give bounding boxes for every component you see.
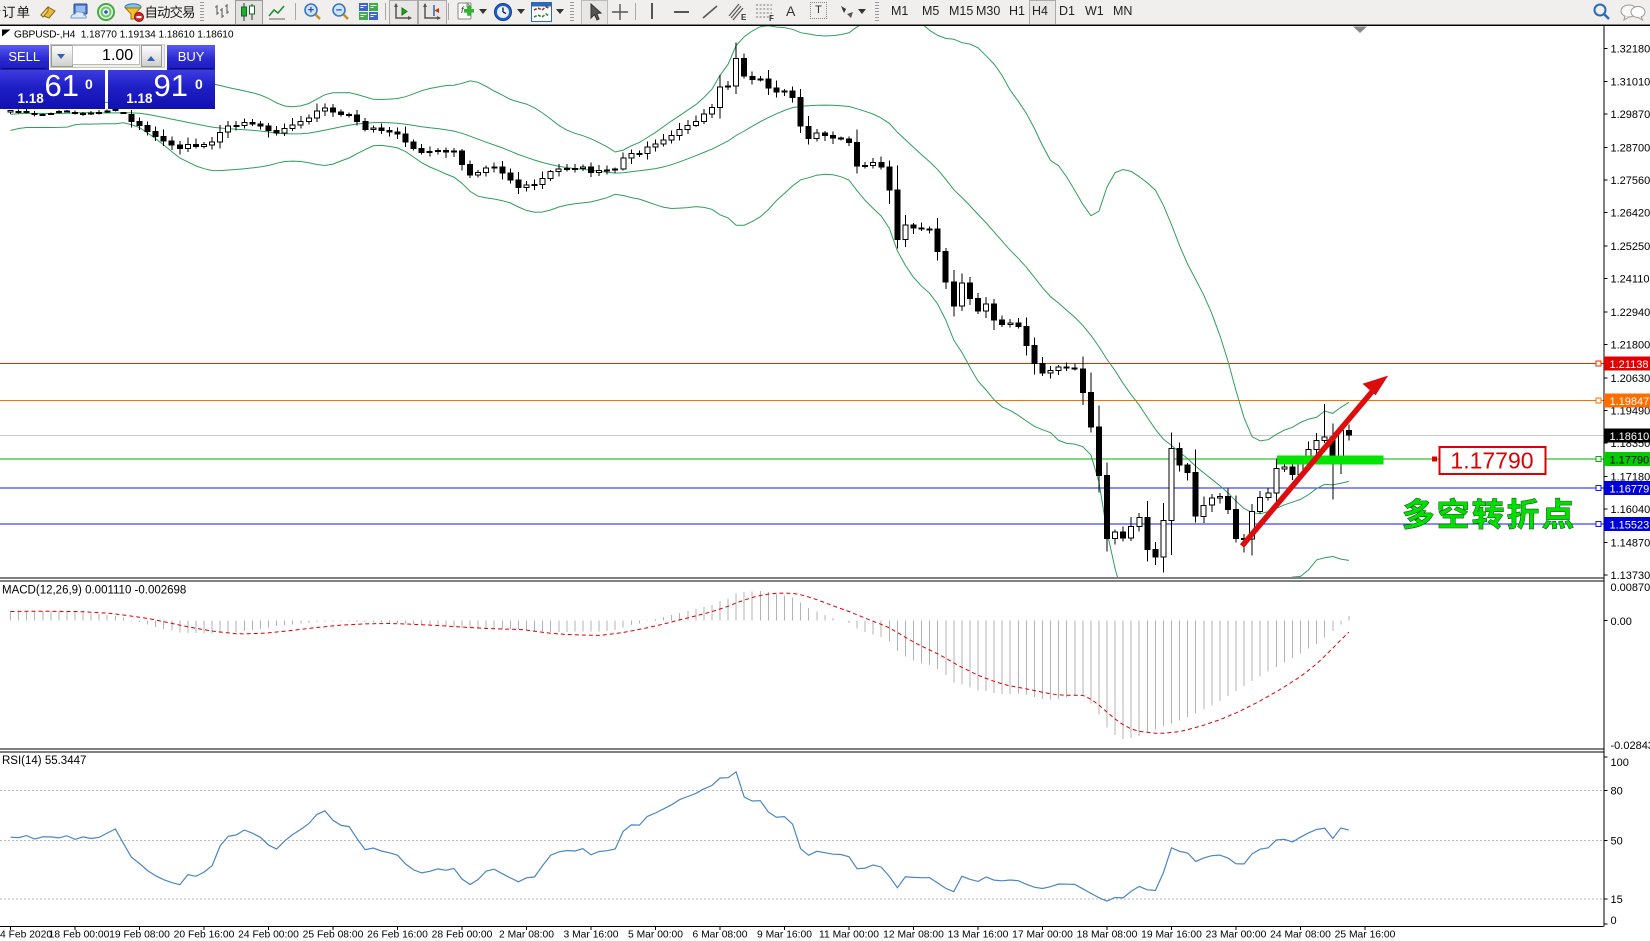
svg-text:0.00: 0.00 [1611, 616, 1632, 628]
svg-text:1.27560: 1.27560 [1611, 175, 1650, 187]
svg-text:1.20630: 1.20630 [1611, 373, 1650, 385]
svg-text:24 Mar 08:00: 24 Mar 08:00 [1270, 930, 1331, 941]
svg-text:RSI(14) 55.3447: RSI(14) 55.3447 [2, 755, 86, 767]
svg-text:1.24110: 1.24110 [1611, 274, 1650, 286]
svg-text:100: 100 [1611, 757, 1629, 769]
svg-text:15: 15 [1611, 894, 1623, 906]
svg-text:−: − [336, 5, 342, 17]
svg-text:1.14870: 1.14870 [1611, 538, 1650, 550]
svg-text:1.28700: 1.28700 [1611, 143, 1650, 155]
svg-text:-0.028436: -0.028436 [1611, 740, 1650, 752]
svg-text:1.17790: 1.17790 [1610, 455, 1650, 467]
svg-text:3 Mar 16:00: 3 Mar 16:00 [564, 930, 619, 941]
svg-text:5 Mar 00:00: 5 Mar 00:00 [628, 930, 683, 941]
svg-text:1.16040: 1.16040 [1611, 504, 1650, 516]
svg-text:1.15523: 1.15523 [1610, 519, 1650, 531]
svg-text:1.31010: 1.31010 [1611, 77, 1650, 89]
svg-text:1.19490: 1.19490 [1611, 406, 1650, 418]
svg-text:11 Mar 00:00: 11 Mar 00:00 [819, 930, 879, 941]
svg-text:17 Mar 00:00: 17 Mar 00:00 [1012, 930, 1073, 941]
svg-text:E: E [741, 13, 747, 22]
svg-text:1.25250: 1.25250 [1611, 241, 1650, 253]
svg-text:25 Mar 16:00: 25 Mar 16:00 [1335, 930, 1396, 941]
svg-text:1.22940: 1.22940 [1611, 307, 1650, 319]
svg-text:2 Mar 08:00: 2 Mar 08:00 [499, 930, 554, 941]
svg-text:1.21138: 1.21138 [1610, 359, 1649, 371]
svg-text:50: 50 [1611, 836, 1623, 848]
svg-text:1.16779: 1.16779 [1610, 484, 1650, 496]
svg-text:0.008707: 0.008707 [1611, 582, 1650, 594]
svg-text:f: f [461, 5, 465, 15]
svg-text:18 Feb 00:00: 18 Feb 00:00 [49, 930, 110, 941]
svg-text:6 Mar 08:00: 6 Mar 08:00 [693, 930, 748, 941]
svg-text:+: + [308, 5, 314, 17]
svg-text:1.17790: 1.17790 [1450, 448, 1533, 474]
svg-text:24 Feb 00:00: 24 Feb 00:00 [238, 930, 299, 941]
svg-text:GBPUSD-,H4 1.18770 1.19134 1.: GBPUSD-,H4 1.18770 1.19134 1.18610 1.186… [14, 30, 234, 41]
svg-text:9 Mar 16:00: 9 Mar 16:00 [757, 930, 812, 941]
svg-text:1.26420: 1.26420 [1611, 208, 1650, 220]
svg-text:20 Feb 16:00: 20 Feb 16:00 [174, 930, 235, 941]
svg-text:1.21800: 1.21800 [1611, 340, 1650, 352]
svg-text:19 Feb 08:00: 19 Feb 08:00 [109, 930, 170, 941]
svg-text:1.17180: 1.17180 [1611, 472, 1650, 484]
svg-text:19 Mar 16:00: 19 Mar 16:00 [1141, 930, 1202, 941]
svg-text:MACD(12,26,9) 0.001110 -0.0026: MACD(12,26,9) 0.001110 -0.002698 [2, 585, 186, 597]
svg-text:18 Mar 08:00: 18 Mar 08:00 [1077, 930, 1138, 941]
svg-text:1.29870: 1.29870 [1611, 109, 1650, 121]
svg-text:12 Mar 08:00: 12 Mar 08:00 [883, 930, 944, 941]
svg-text:1.18610: 1.18610 [1610, 431, 1650, 443]
svg-text:4 Feb 2020: 4 Feb 2020 [0, 930, 52, 941]
svg-text:1.13730: 1.13730 [1611, 570, 1650, 582]
svg-text:80: 80 [1611, 785, 1623, 797]
svg-text:13 Mar 16:00: 13 Mar 16:00 [948, 930, 1009, 941]
svg-text:1.19847: 1.19847 [1610, 396, 1650, 408]
svg-text:0: 0 [1611, 915, 1617, 927]
svg-text:28 Feb 00:00: 28 Feb 00:00 [432, 930, 493, 941]
svg-text:F: F [769, 14, 774, 22]
svg-text:1.32180: 1.32180 [1611, 43, 1650, 55]
svg-text:25 Feb 08:00: 25 Feb 08:00 [303, 930, 364, 941]
svg-text:26 Feb 16:00: 26 Feb 16:00 [367, 930, 428, 941]
svg-text:23 Mar 00:00: 23 Mar 00:00 [1206, 930, 1267, 941]
